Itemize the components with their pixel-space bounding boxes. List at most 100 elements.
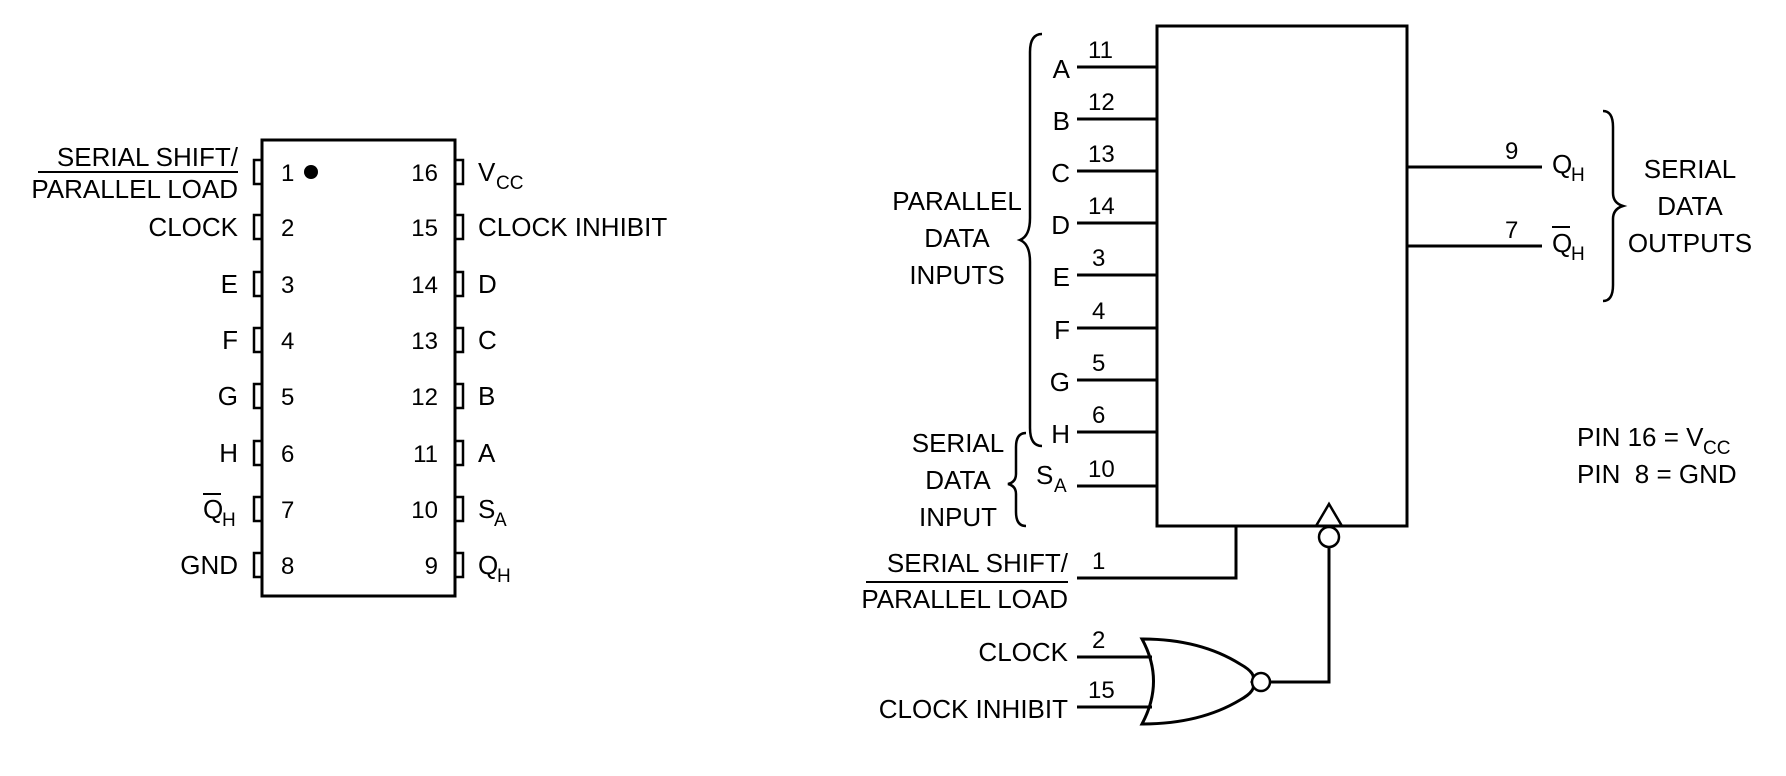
pin-label: CLOCK INHIBIT <box>478 212 667 242</box>
pin-number: 8 <box>281 553 294 580</box>
pin-label: Q <box>478 550 498 580</box>
shift-register-block <box>1155 24 1409 528</box>
output-pin-number: 7 <box>1505 217 1518 244</box>
output-name: Q <box>1552 228 1572 258</box>
pin-tab-8 <box>252 551 262 579</box>
input-pin-number: 5 <box>1092 350 1105 377</box>
serial-input-group-label: INPUT <box>919 502 997 532</box>
input-pin-number: 6 <box>1092 402 1105 429</box>
pin-label: V <box>478 157 496 187</box>
pin-number: 10 <box>411 497 438 524</box>
input-name: F <box>1054 315 1070 345</box>
input-pin-number: 10 <box>1088 456 1115 483</box>
pin-label: H <box>219 438 238 468</box>
shift-load-line <box>1077 526 1238 580</box>
input-lines <box>1077 65 1157 488</box>
clock-pin-number: 2 <box>1092 627 1105 654</box>
pin-number: 13 <box>411 328 438 355</box>
power-note: PIN 8 = GND <box>1577 459 1737 489</box>
parallel-inputs-brace <box>1016 32 1043 448</box>
input-name: D <box>1051 210 1070 240</box>
serial-outputs-brace <box>1602 109 1628 303</box>
pin-tab-13 <box>455 326 465 354</box>
pin1-marker-dot <box>304 165 318 179</box>
input-name: A <box>1053 54 1071 84</box>
output-name: Q <box>1552 149 1572 179</box>
parallel-group-label: PARALLEL <box>892 186 1022 216</box>
serial-input-group-label: SERIAL <box>912 428 1005 458</box>
pin-number: 14 <box>411 272 438 299</box>
shift-load-label: PARALLEL LOAD <box>861 584 1068 614</box>
input-name: H <box>1051 419 1070 449</box>
pin-tab-10 <box>455 495 465 523</box>
pin-label: B <box>478 381 495 411</box>
pin-label: GND <box>180 550 238 580</box>
input-pin-number: 13 <box>1088 141 1115 168</box>
pin-tab-16 <box>455 158 465 186</box>
output-name-sub: H <box>1571 165 1585 186</box>
pin-tab-3 <box>252 270 262 298</box>
input-name: E <box>1053 262 1070 292</box>
input-name: B <box>1053 106 1070 136</box>
pin-number: 15 <box>411 215 438 242</box>
pin-tab-5 <box>252 382 262 410</box>
pin-label: A <box>478 438 496 468</box>
pin-label: E <box>221 269 238 299</box>
clock-label: CLOCK <box>978 637 1068 667</box>
input-name-sub: A <box>1054 476 1067 497</box>
serial-input-group-label: DATA <box>925 465 991 495</box>
pin-number: 9 <box>425 553 438 580</box>
output-group-label: OUTPUTS <box>1628 228 1752 258</box>
pin-number: 12 <box>411 384 438 411</box>
nor-gate <box>1139 637 1255 726</box>
pin-number: 11 <box>413 441 438 468</box>
pin-tab-11 <box>455 439 465 467</box>
parallel-group-label: INPUTS <box>909 260 1004 290</box>
parallel-group-label: DATA <box>924 223 990 253</box>
pin-number: 4 <box>281 328 294 355</box>
input-pin-number: 11 <box>1088 37 1113 64</box>
pin-label: F <box>222 325 238 355</box>
pin-number: 3 <box>281 272 294 299</box>
shift-load-label: SERIAL SHIFT/ <box>887 548 1069 578</box>
pin-tab-15 <box>455 213 465 241</box>
serial-input-brace <box>1007 431 1027 528</box>
power-note-sub: CC <box>1703 438 1730 459</box>
pin-label: D <box>478 269 497 299</box>
pin-label: CLOCK <box>148 212 238 242</box>
pin-tab-9 <box>455 551 465 579</box>
input-pin-number: 12 <box>1088 89 1115 116</box>
input-pin-number: 4 <box>1092 298 1105 325</box>
output-pin-number: 9 <box>1505 138 1518 165</box>
pin-number: 1 <box>281 160 294 187</box>
pin-label: SERIAL SHIFT/ <box>57 142 239 172</box>
clock-inhibit-label: CLOCK INHIBIT <box>879 694 1068 724</box>
pin-tab-4 <box>252 326 262 354</box>
shift-load-pin-number: 1 <box>1092 548 1105 575</box>
pin-label: G <box>218 381 238 411</box>
pin-label: PARALLEL LOAD <box>31 174 238 204</box>
input-pin-number: 14 <box>1088 193 1115 220</box>
pin-number: 7 <box>281 497 294 524</box>
clock-gate-output-line <box>1270 547 1331 684</box>
pin-label-sub: H <box>222 510 236 531</box>
nor-gate-bubble <box>1250 671 1272 693</box>
left-pin-tabs <box>252 158 262 579</box>
pin-label: C <box>478 325 497 355</box>
pin-tab-6 <box>252 439 262 467</box>
input-name: S <box>1036 460 1053 490</box>
pin-tab-2 <box>252 213 262 241</box>
pin-number: 2 <box>281 215 294 242</box>
pin-tab-1 <box>252 158 262 186</box>
logic-diagram: 11 12 13 14 3 4 5 6 10 A B C D E F G H S… <box>861 24 1752 726</box>
right-pin-tabs <box>455 158 465 579</box>
pin-number: 16 <box>411 160 438 187</box>
pin-label: Q <box>203 494 223 524</box>
pin-label-sub: CC <box>496 173 523 194</box>
output-group-label: DATA <box>1657 191 1723 221</box>
output-name-sub: H <box>1571 244 1585 265</box>
pin-label-sub: H <box>497 566 511 587</box>
pin-tab-7 <box>252 495 262 523</box>
package-body <box>260 138 457 598</box>
